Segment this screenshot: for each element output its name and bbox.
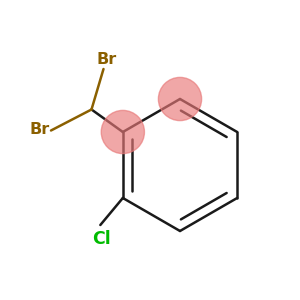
Text: Br: Br [29,122,50,136]
Text: Br: Br [96,52,117,68]
Circle shape [101,110,144,154]
Circle shape [158,77,202,121]
Text: Cl: Cl [92,230,111,247]
